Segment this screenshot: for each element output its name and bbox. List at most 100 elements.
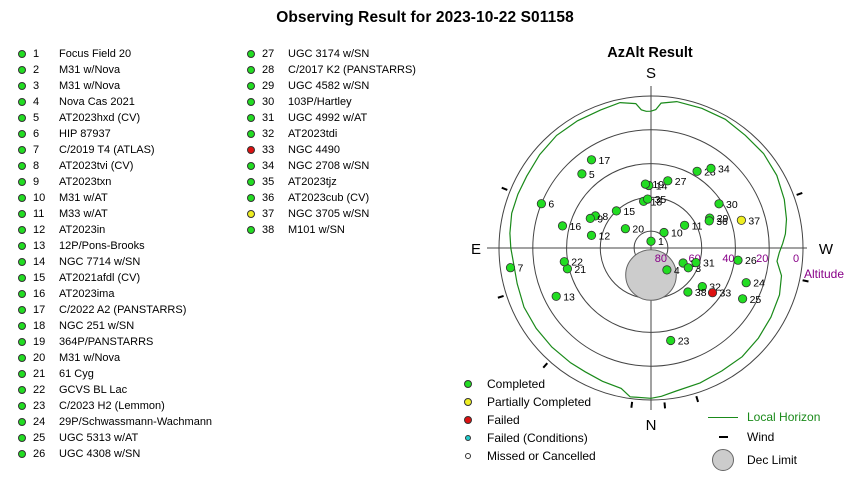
target-name: UGC 5313 w/AT bbox=[59, 432, 139, 444]
wind-mark bbox=[796, 191, 803, 196]
target-name: AT2023hxd (CV) bbox=[59, 112, 141, 124]
target-name: C/2022 A2 (PANSTARRS) bbox=[59, 304, 187, 316]
missed-dot-icon bbox=[465, 453, 471, 459]
target-number: 6 bbox=[33, 128, 40, 140]
dec-limit-icon bbox=[712, 449, 734, 471]
status-dot-icon bbox=[18, 82, 26, 90]
target-name: AT2023in bbox=[59, 224, 106, 236]
target-number: 15 bbox=[33, 272, 46, 284]
target-point bbox=[586, 230, 597, 240]
target-name: AT2023txn bbox=[59, 176, 112, 188]
target-point-label: 17 bbox=[599, 155, 611, 167]
target-name: 103P/Hartley bbox=[288, 96, 352, 108]
target-name: C/2019 T4 (ATLAS) bbox=[59, 144, 155, 156]
target-list-right: 27 UGC 3174 w/SN 28 C/2017 K2 (PANSTARRS) 29… bbox=[247, 46, 416, 238]
target-name: NGC 7714 w/SN bbox=[59, 256, 141, 268]
target-number: 8 bbox=[33, 160, 40, 172]
target-number: 21 bbox=[33, 368, 46, 380]
target-name: 29P/Schwassmann-Wachmann bbox=[59, 416, 213, 428]
target-number: 29 bbox=[262, 80, 275, 92]
target-point bbox=[620, 224, 631, 234]
target-point bbox=[733, 255, 743, 265]
target-point-label: 10 bbox=[671, 228, 683, 240]
status-dot-icon bbox=[247, 130, 255, 138]
target-number: 16 bbox=[33, 288, 46, 300]
target-point bbox=[741, 278, 751, 288]
altitude-tick-label: 80 bbox=[655, 253, 667, 265]
legend-failed-conditions: Failed (Conditions) bbox=[458, 429, 596, 447]
target-point bbox=[691, 257, 701, 268]
target-point-label: 33 bbox=[720, 288, 732, 300]
status-dot-icon bbox=[247, 50, 255, 58]
target-number: 2 bbox=[33, 64, 40, 76]
horizon-line-icon bbox=[708, 416, 738, 418]
target-number: 3 bbox=[33, 80, 40, 92]
target-point-label: 23 bbox=[678, 336, 690, 348]
target-point-label: 6 bbox=[548, 199, 554, 211]
wind-mark bbox=[663, 402, 667, 409]
target-row: 1 Focus Field 20 bbox=[18, 46, 212, 62]
status-dot-icon bbox=[18, 146, 26, 154]
target-name: M101 w/SN bbox=[288, 224, 345, 236]
target-name: 12P/Pons-Brooks bbox=[59, 240, 145, 252]
legend-wind: Wind bbox=[705, 427, 820, 447]
target-name: M31 w/Nova bbox=[59, 352, 121, 364]
target-point-label: 16 bbox=[570, 221, 582, 233]
target-point-label: 9 bbox=[597, 213, 603, 225]
status-dot-icon bbox=[18, 162, 26, 170]
target-number: 7 bbox=[33, 144, 40, 156]
target-number: 24 bbox=[33, 416, 46, 428]
target-point bbox=[536, 199, 547, 209]
altitude-axis-label: Altitude bbox=[804, 267, 844, 281]
wind-mark bbox=[497, 294, 504, 299]
status-dot-icon bbox=[247, 82, 255, 90]
status-dot-icon bbox=[18, 290, 26, 298]
target-point-label: 37 bbox=[748, 215, 760, 227]
target-row: 15 AT2021afdl (CV) bbox=[18, 270, 212, 286]
target-number: 13 bbox=[33, 240, 46, 252]
legend-local-horizon: Local Horizon bbox=[705, 407, 820, 427]
target-name: C/2017 K2 (PANSTARRS) bbox=[288, 64, 416, 76]
target-row: 18 NGC 251 w/SN bbox=[18, 318, 212, 334]
target-name: M31 w/Nova bbox=[59, 80, 121, 92]
target-point-label: 34 bbox=[718, 163, 730, 175]
target-number: 14 bbox=[33, 256, 46, 268]
local-horizon-line bbox=[509, 100, 788, 399]
target-number: 25 bbox=[33, 432, 46, 444]
azalt-title: AzAlt Result bbox=[607, 45, 693, 61]
wind-mark bbox=[542, 362, 549, 369]
target-point bbox=[683, 263, 693, 273]
target-row: 9 AT2023txn bbox=[18, 174, 212, 190]
target-point-label: 29 bbox=[717, 213, 729, 225]
target-number: 1 bbox=[33, 48, 40, 60]
target-number: 30 bbox=[262, 96, 275, 108]
target-point-label: 36 bbox=[716, 216, 728, 228]
target-row: 24 29P/Schwassmann-Wachmann bbox=[18, 414, 212, 430]
target-point-label: 20 bbox=[632, 224, 644, 236]
target-name: C/2023 H2 (Lemmon) bbox=[59, 400, 165, 412]
status-dot-icon bbox=[18, 274, 26, 282]
target-name: AT2023tvi (CV) bbox=[59, 160, 134, 172]
altitude-tick-label: 0 bbox=[793, 253, 799, 265]
target-point bbox=[662, 265, 672, 275]
target-name: 61 Cyg bbox=[59, 368, 94, 380]
target-point-label: 4 bbox=[674, 265, 680, 277]
target-point-label: 12 bbox=[599, 230, 611, 242]
target-point bbox=[586, 155, 597, 165]
target-point-label: 24 bbox=[753, 278, 765, 290]
target-row: 20 M31 w/Nova bbox=[18, 350, 212, 366]
target-number: 38 bbox=[262, 224, 275, 236]
wind-mark bbox=[695, 395, 700, 403]
status-dot-icon bbox=[18, 242, 26, 250]
legend-completed: Completed bbox=[458, 375, 596, 393]
target-point bbox=[697, 281, 707, 292]
target-row: 6 HIP 87937 bbox=[18, 126, 212, 142]
target-name: NGC 2708 w/SN bbox=[288, 160, 370, 172]
legend-dec-limit: Dec Limit bbox=[705, 447, 820, 473]
target-number: 27 bbox=[262, 48, 275, 60]
wind-mark bbox=[501, 186, 508, 191]
target-point-label: 8 bbox=[602, 211, 608, 223]
target-name: GCVS BL Lac bbox=[59, 384, 128, 396]
target-row: 36 AT2023cub (CV) bbox=[247, 190, 416, 206]
